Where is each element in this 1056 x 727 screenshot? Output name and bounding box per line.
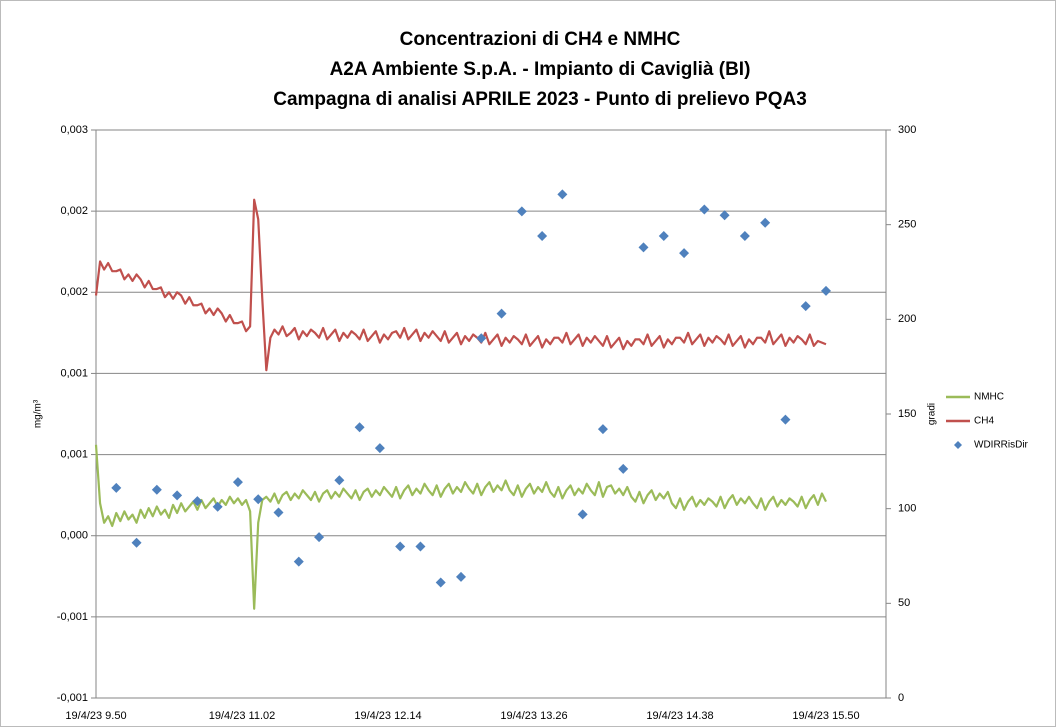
y-tick-label: 0,001	[60, 367, 88, 379]
scatter-point	[273, 507, 284, 518]
scatter-point	[293, 556, 304, 567]
y2-tick-label: 150	[898, 408, 916, 420]
scatter-point	[577, 509, 588, 520]
scatter-point	[679, 248, 690, 259]
x-tick-label: 19/4/23 14.38	[646, 710, 713, 722]
legend-label: CH4	[974, 416, 994, 427]
y-tick-label: -0,001	[57, 692, 88, 704]
y-axis-label: mg/m³	[33, 399, 44, 428]
scatter-point	[760, 217, 771, 228]
legend-label: NMHC	[974, 392, 1004, 403]
chart-title: Concentrazioni di CH4 e NMHC	[400, 29, 681, 50]
scatter-point	[131, 537, 142, 548]
scatter-point	[232, 477, 243, 488]
x-tick-label: 19/4/23 13.26	[500, 710, 567, 722]
y-tick-label: 0,003	[60, 124, 88, 136]
scatter-point	[314, 532, 325, 543]
x-tick-label: 19/4/23 12.14	[354, 710, 421, 722]
scatter-point	[537, 231, 548, 242]
series-line	[94, 198, 827, 372]
x-tick-label: 19/4/23 15.50	[792, 710, 859, 722]
scatter-point	[253, 494, 264, 505]
y2-tick-label: 300	[898, 124, 916, 136]
scatter-point	[699, 204, 710, 215]
scatter-point	[557, 189, 568, 200]
scatter-point	[618, 463, 629, 474]
scatter-point	[476, 333, 487, 344]
scatter-point	[415, 541, 426, 552]
scatter-point	[212, 501, 223, 512]
scatter-point	[172, 490, 183, 501]
chart-subtitle: A2A Ambiente S.p.A. - Impianto di Cavigl…	[330, 59, 751, 80]
y2-tick-label: 0	[898, 692, 904, 704]
scatter-point	[395, 541, 406, 552]
scatter-point	[800, 301, 811, 312]
y2-tick-label: 100	[898, 503, 916, 515]
scatter-point	[456, 571, 466, 582]
scatter-point	[151, 484, 162, 495]
scatter-point	[780, 414, 791, 425]
y2-tick-label: 200	[898, 313, 916, 325]
scatter-point	[496, 308, 507, 319]
y-tick-label: 0,001	[60, 448, 88, 460]
y2-axis-label: gradi	[927, 403, 938, 425]
scatter-point	[374, 443, 385, 454]
x-tick-label: 19/4/23 9.50	[65, 710, 126, 722]
y-tick-label: 0,002	[60, 205, 88, 217]
chart-subtitle: Campagna di analisi APRILE 2023 - Punto …	[273, 89, 807, 110]
scatter-point	[821, 285, 831, 296]
scatter-point	[111, 482, 122, 493]
scatter-point	[192, 496, 203, 507]
scatter-point	[354, 422, 365, 433]
scatter-point	[638, 242, 649, 253]
y-tick-label: 0,002	[60, 286, 88, 298]
legend-marker	[954, 441, 962, 449]
scatter-point	[719, 210, 730, 221]
legend-label: WDIRRisDir	[974, 440, 1029, 451]
x-tick-label: 19/4/23 11.02	[209, 710, 275, 722]
scatter-point	[658, 231, 669, 242]
y2-tick-label: 50	[898, 597, 910, 609]
scatter-point	[739, 231, 750, 242]
scatter-point	[435, 577, 446, 588]
scatter-point	[597, 424, 608, 435]
y-tick-label: -0,001	[57, 611, 88, 623]
scatter-point	[516, 206, 527, 217]
y2-tick-label: 250	[898, 219, 916, 231]
y-tick-label: 0,000	[60, 530, 88, 542]
scatter-point	[334, 475, 345, 486]
